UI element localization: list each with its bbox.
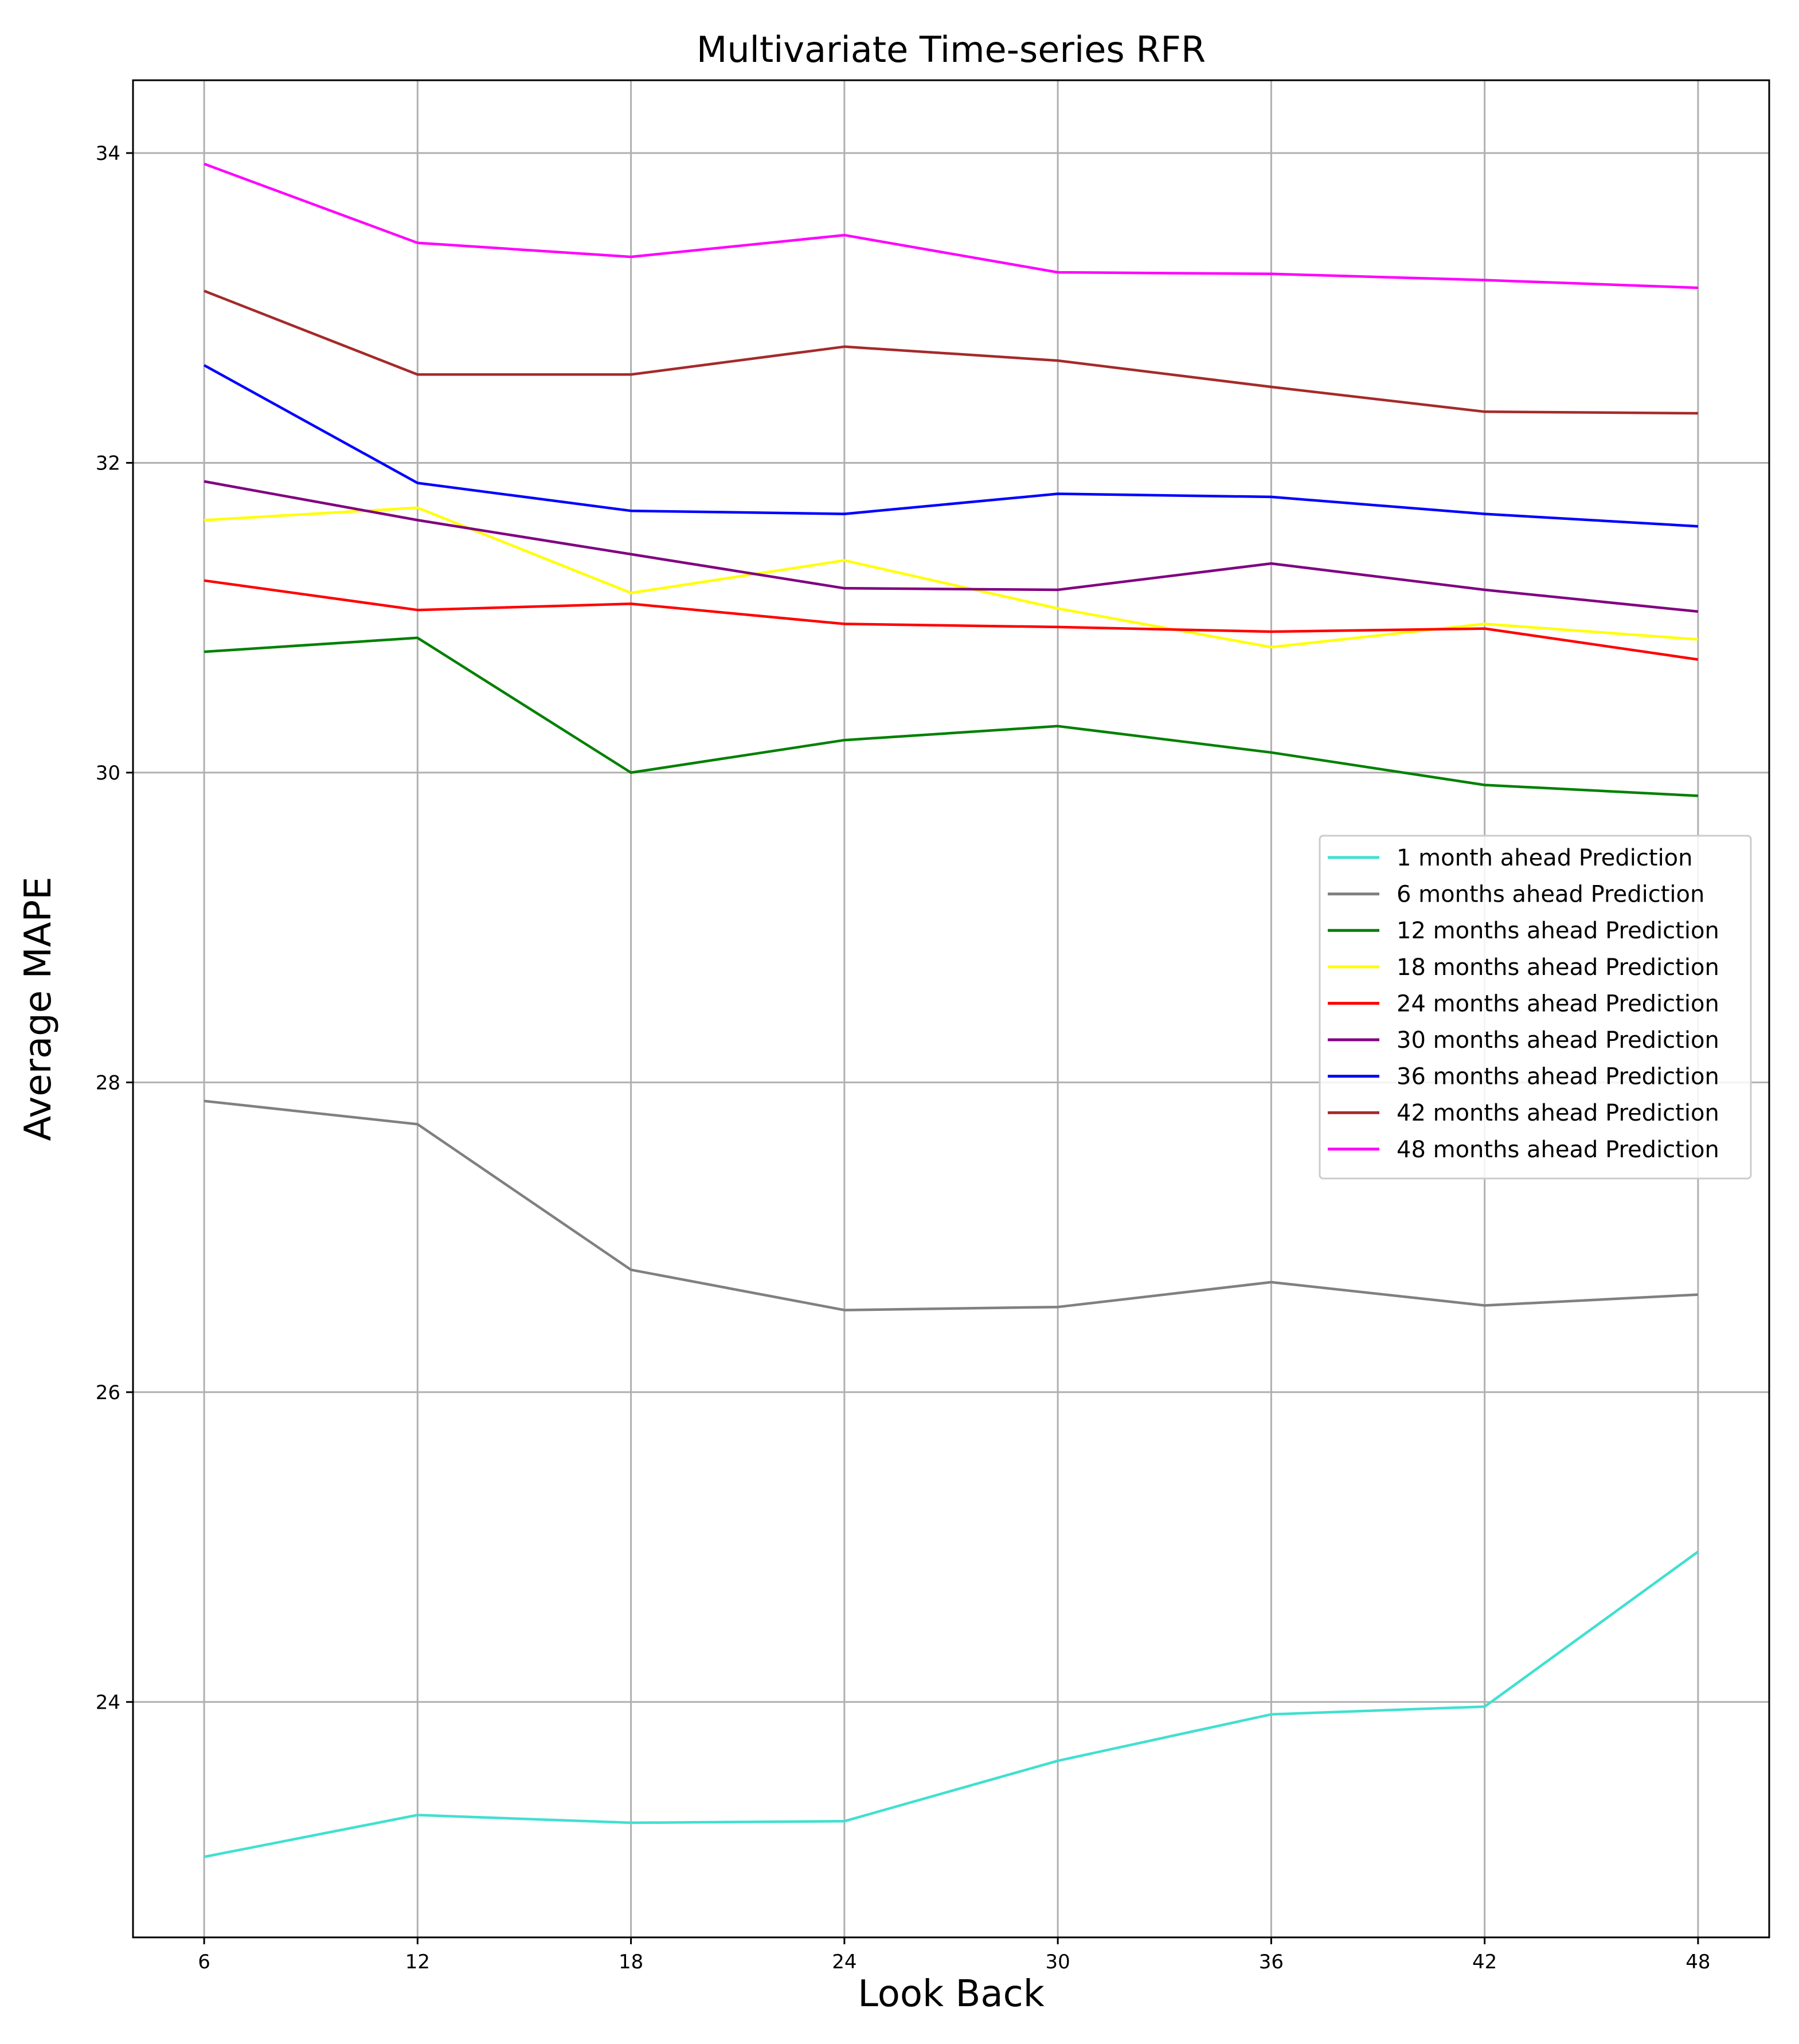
series-line-1 [204,1550,1699,1858]
y-axis-title: Average MAPE [17,876,60,1141]
x-tick-label: 18 [619,1951,643,1973]
series-line-5 [204,579,1699,661]
legend-label: 36 months ahead Prediction [1397,1064,1719,1090]
x-tick-label: 24 [832,1951,857,1973]
x-tick-label: 48 [1685,1951,1710,1973]
legend-box [1319,835,1752,1180]
chart-title: Multivariate Time-series RFR [697,29,1206,71]
series-line-8 [204,289,1698,415]
series-lines [204,162,1699,1858]
y-tick-label: 32 [96,452,120,475]
x-axis-title: Look Back [858,1973,1045,2015]
y-tick-label: 28 [96,1071,120,1094]
series-line-6 [204,480,1699,613]
series-line-9 [204,162,1698,289]
y-tick-label: 30 [96,762,120,785]
series-line-3 [204,636,1699,797]
x-tick-label: 30 [1045,1951,1070,1973]
y-tick-label: 34 [96,142,120,165]
x-tick-label: 6 [198,1951,210,1973]
legend-label: 48 months ahead Prediction [1397,1137,1719,1163]
plot-area-frame [132,79,1770,1939]
legend: 1 month ahead Prediction 6 months ahead P… [1319,835,1752,1180]
legend-label: 12 months ahead Prediction [1397,918,1719,944]
axis-ticks: 6 12 18 24 30 36 42 48 24 26 28 30 32 34 [96,142,1711,1973]
legend-label: 18 months ahead Prediction [1397,954,1719,981]
y-tick-label: 26 [96,1381,120,1404]
legend-label: 24 months ahead Prediction [1397,990,1719,1017]
legend-label: 1 month ahead Prediction [1397,845,1693,871]
series-line-7 [204,364,1699,528]
x-tick-label: 36 [1259,1951,1284,1973]
y-tick-label: 24 [96,1691,120,1714]
series-line-2 [204,1099,1699,1311]
x-tick-label: 42 [1472,1951,1497,1973]
legend-label: 6 months ahead Prediction [1397,882,1704,908]
x-tick-label: 12 [405,1951,430,1973]
legend-label: 30 months ahead Prediction [1397,1027,1719,1054]
legend-label: 42 months ahead Prediction [1397,1100,1719,1126]
